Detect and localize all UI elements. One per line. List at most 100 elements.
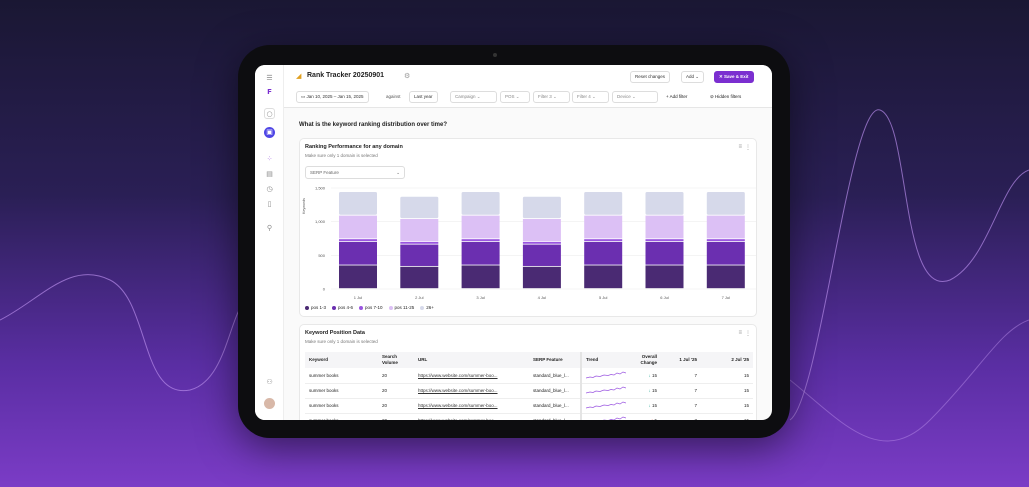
bar-segment-pos-1-3: [584, 265, 623, 289]
filter4-label: Filter 4: [577, 94, 591, 99]
volume-cell: 20: [378, 383, 414, 399]
serp-feature-dropdown[interactable]: SERP Feature ⌄: [305, 166, 405, 179]
column-header[interactable]: Keyword: [305, 352, 378, 368]
column-header[interactable]: Trend: [580, 352, 631, 368]
settings-icon[interactable]: ⚙: [404, 72, 411, 80]
day1-cell: 3: [661, 413, 701, 420]
day1-cell: 7: [661, 368, 701, 384]
x-tick-label: 1 Jul: [354, 295, 363, 300]
bar-segment-pos-7-10: [584, 239, 623, 242]
volume-cell: 20: [378, 368, 414, 384]
column-header[interactable]: Search Volume: [378, 352, 414, 368]
overall-change-cell: ↓ 15: [631, 398, 661, 414]
legend-label: pos 4-6: [338, 305, 354, 310]
column-header[interactable]: SERP Feature: [529, 352, 581, 368]
change-value: 15: [651, 403, 657, 408]
more-icon[interactable]: ⋮: [745, 145, 751, 151]
reset-changes-button[interactable]: Reset changes: [630, 71, 671, 83]
bar-segment-pos-11-25: [400, 218, 439, 242]
filter-icon[interactable]: ≡: [738, 144, 742, 150]
url-link[interactable]: https://www.website.com/summer-boo...: [414, 398, 529, 414]
dashboard-icon[interactable]: ⁘: [266, 155, 273, 163]
table-header: Keyword Search Volume URL SERP Feature Trend…: [305, 352, 753, 368]
y-tick-label: 0: [323, 287, 326, 292]
add-filter-button[interactable]: + Add filter: [666, 94, 688, 99]
url-link[interactable]: https://www.website.com/summer-boo...: [414, 368, 529, 384]
avatar[interactable]: [264, 398, 275, 409]
clock-icon[interactable]: ◷: [266, 185, 273, 193]
keyword-position-card: Keyword Position Data Make sure only 1 d…: [299, 324, 757, 420]
overall-change-cell: ↑ 5: [631, 413, 661, 420]
key-icon[interactable]: ⚲: [266, 224, 273, 232]
bar-segment-26-: [584, 192, 623, 215]
legend-swatch: [359, 305, 364, 310]
x-tick-label: 3 Jul: [476, 295, 485, 300]
url-link[interactable]: https://www.website.com/summer-boo...: [414, 413, 529, 420]
bar-segment-pos-4-6: [339, 241, 377, 265]
column-header[interactable]: 1 Jul '25: [661, 352, 701, 368]
bar-segment-26-: [461, 192, 500, 215]
bar-segment-pos-1-3: [461, 265, 500, 289]
workspace-icon[interactable]: ▣: [264, 127, 275, 138]
legend-item[interactable]: pos 7-10: [359, 305, 383, 310]
bar-segment-pos-11-25: [461, 215, 500, 239]
bar-segment-pos-4-6: [522, 244, 561, 266]
save-exit-button[interactable]: ✕ Save & Exit: [714, 71, 754, 83]
bar-segment-pos-11-25: [645, 215, 684, 239]
arrow-down-icon: ↓: [648, 388, 651, 393]
y-tick-label: 500: [318, 253, 325, 258]
header: ◢ Rank Tracker 20250901 ⚙ Reset changes …: [284, 65, 772, 108]
clipboard-icon[interactable]: ▯: [267, 200, 272, 208]
keyword-cell: summer books: [305, 368, 378, 384]
table-row[interactable]: summer books20https://www.website.com/su…: [305, 413, 753, 420]
page-title: Rank Tracker 20250901: [307, 72, 385, 79]
search-icon[interactable]: ○: [264, 108, 275, 119]
pos-filter[interactable]: POS ⌄: [500, 91, 530, 103]
day2-cell: 15: [701, 383, 753, 399]
bar-segment-pos-7-10: [645, 239, 684, 242]
column-header[interactable]: URL: [414, 352, 529, 368]
add-user-icon[interactable]: ⚇: [266, 378, 273, 386]
trend-cell: [580, 413, 631, 420]
arrow-down-icon: ↓: [648, 403, 651, 408]
add-button[interactable]: Add ⌄: [681, 71, 705, 83]
change-value: 5: [654, 418, 657, 420]
section-question: What is the keyword ranking distribution…: [299, 122, 448, 128]
url-link[interactable]: https://www.website.com/summer-boo...: [414, 383, 529, 399]
bar-segment-26-: [645, 192, 684, 215]
legend-item[interactable]: pos 1-3: [305, 305, 326, 310]
legend-swatch: [332, 305, 337, 310]
campaign-filter[interactable]: Campaign ⌄: [450, 91, 497, 103]
hidden-filters-button[interactable]: ⊘ Hidden filters: [710, 94, 742, 99]
trend-cell: [580, 398, 631, 414]
filter-3[interactable]: Filter 3 ⌄: [533, 91, 570, 103]
card-title: Ranking Performance for any domain: [305, 144, 403, 150]
legend-item[interactable]: pos 4-6: [332, 305, 353, 310]
arrow-up-icon: ↑: [651, 418, 653, 420]
trend-cell: [580, 383, 631, 399]
legend-item[interactable]: 26+: [420, 305, 434, 310]
day1-cell: 7: [661, 398, 701, 414]
device-filter[interactable]: Device ⌄: [612, 91, 658, 103]
table-icon[interactable]: ▤: [266, 170, 273, 178]
bar-segment-pos-7-10: [339, 239, 377, 242]
menu-icon[interactable]: ☰: [266, 74, 273, 82]
day1-cell: 7: [661, 383, 701, 399]
logo-icon: F: [267, 88, 272, 96]
legend-item[interactable]: pos 11-25: [388, 305, 415, 310]
filter-icon[interactable]: ≡: [738, 330, 742, 336]
legend-label: pos 11-25: [394, 305, 415, 310]
column-header[interactable]: Overall Change: [631, 352, 661, 368]
bar-segment-pos-4-6: [461, 241, 500, 265]
column-header[interactable]: 2 Jul '25: [701, 352, 753, 368]
bar-segment-pos-7-10: [522, 241, 561, 244]
date-range-picker[interactable]: ▭ Jan 10, 2025 – Jan 15, 2025: [296, 91, 369, 103]
serp-cell: standard_blue_l...: [529, 383, 581, 399]
filter-4[interactable]: Filter 4 ⌄: [572, 91, 609, 103]
compare-period-button[interactable]: Last year: [409, 91, 438, 103]
more-icon[interactable]: ⋮: [745, 331, 751, 337]
